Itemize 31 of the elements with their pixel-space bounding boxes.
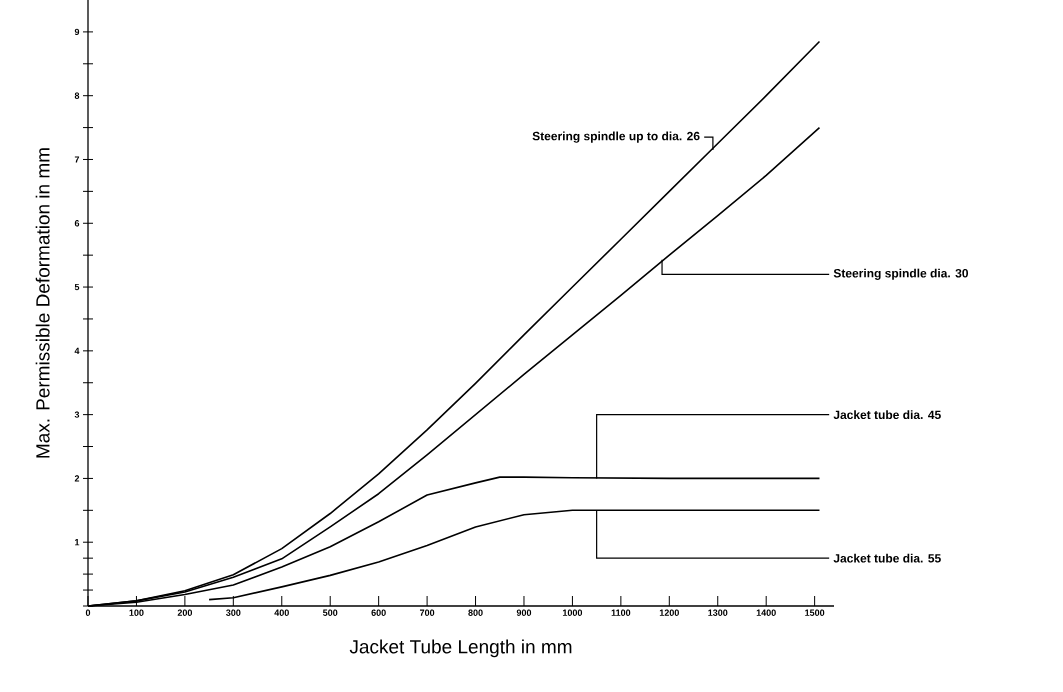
x-tick-label: 200 bbox=[177, 609, 193, 616]
x-tick-label: 800 bbox=[468, 609, 483, 616]
x-tick-label: 1100 bbox=[611, 609, 631, 616]
text: Steering spindle dia. 30 bbox=[833, 268, 969, 280]
x-axis-title: Jacket Tube Length in mm bbox=[349, 639, 572, 658]
x-tick-label: 600 bbox=[371, 609, 386, 616]
x-tick-label: 0 bbox=[85, 609, 91, 616]
x-tick-label: 900 bbox=[516, 609, 532, 616]
text: Jacket tube dia. 55 bbox=[833, 553, 941, 563]
x-tick-label: 1500 bbox=[805, 609, 825, 616]
text: Jacket tube dia. 45 bbox=[833, 410, 941, 420]
legend-label: Steering spindle up to dia. 26 bbox=[532, 131, 700, 143]
y-tick-label: 2 bbox=[74, 475, 80, 482]
x-tick-label: 1400 bbox=[756, 609, 776, 616]
x-tick-label: 400 bbox=[274, 609, 289, 616]
y-axis-title: Max. Permissible Deformation in mm bbox=[35, 148, 50, 458]
x-tick-label: 700 bbox=[419, 609, 435, 616]
y-tick-label: 8 bbox=[74, 92, 80, 99]
y-tick-label: 5 bbox=[74, 283, 80, 291]
y-tick-label: 3 bbox=[74, 411, 80, 418]
x-tick-label: 300 bbox=[226, 609, 241, 616]
x-tick-label: 1000 bbox=[562, 609, 583, 616]
y-tick-label: 1 bbox=[75, 539, 80, 546]
x-tick-label: 1200 bbox=[659, 609, 679, 616]
y-tick-label: 4 bbox=[74, 347, 80, 354]
y-tick-label: 9 bbox=[74, 28, 80, 36]
x-tick-label: 1300 bbox=[708, 609, 728, 616]
y-tick-label: 7 bbox=[74, 156, 80, 163]
x-tick-label: 500 bbox=[322, 609, 338, 616]
y-tick-label: 6 bbox=[74, 220, 80, 227]
x-tick-label: 100 bbox=[129, 609, 144, 616]
